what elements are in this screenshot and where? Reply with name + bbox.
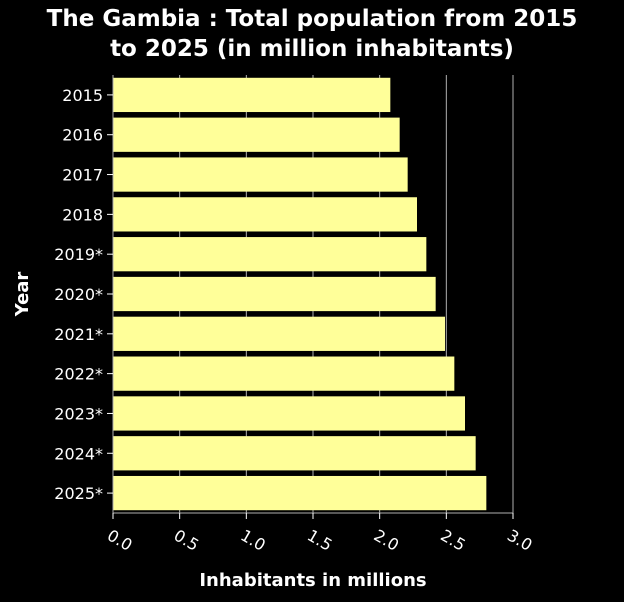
bar	[113, 436, 476, 471]
x-axis-title: Inhabitants in millions	[199, 570, 426, 591]
bar	[113, 117, 400, 152]
y-tick-label: 2022*	[54, 365, 103, 384]
x-tick-label: 0.5	[171, 526, 203, 555]
chart-title: The Gambia : Total population from 2015 …	[0, 4, 624, 64]
bar	[113, 157, 408, 192]
plot-area: 2015 2016 2017 2018 2019* 2020* 2021* 2022* 2023…	[54, 75, 536, 555]
bar	[113, 356, 455, 391]
y-tick-label: 2021*	[54, 325, 103, 344]
y-tick-label: 2015	[62, 86, 103, 105]
y-axis-title: Year	[12, 272, 33, 318]
x-tick-label: 2.5	[437, 526, 469, 555]
x-tick-label: 2.0	[371, 526, 403, 555]
y-tick-label: 2023*	[54, 404, 103, 423]
chart-title-line-2: to 2025 (in million inhabitants)	[110, 36, 514, 62]
bar	[113, 396, 465, 431]
bar	[113, 276, 436, 312]
x-tick-label: 1.5	[304, 526, 336, 555]
x-tick-label: 0.0	[104, 526, 136, 555]
bar	[113, 197, 417, 232]
y-tick-label: 2018	[62, 205, 103, 224]
chart-title-line-1: The Gambia : Total population from 2015	[46, 6, 578, 32]
bar	[113, 237, 427, 272]
y-tick-label: 2024*	[54, 444, 103, 463]
y-tick-label: 2019*	[54, 245, 103, 264]
y-tick-label: 2017	[62, 166, 103, 185]
y-tick-label: 2020*	[54, 285, 103, 304]
bar	[113, 316, 445, 351]
y-tick-label: 2025*	[54, 484, 103, 503]
y-tick-label: 2016	[62, 126, 103, 145]
bar	[113, 475, 487, 511]
x-tick-label: 1.0	[237, 526, 269, 555]
bar	[113, 77, 391, 113]
x-tick-label: 3.0	[504, 526, 536, 555]
